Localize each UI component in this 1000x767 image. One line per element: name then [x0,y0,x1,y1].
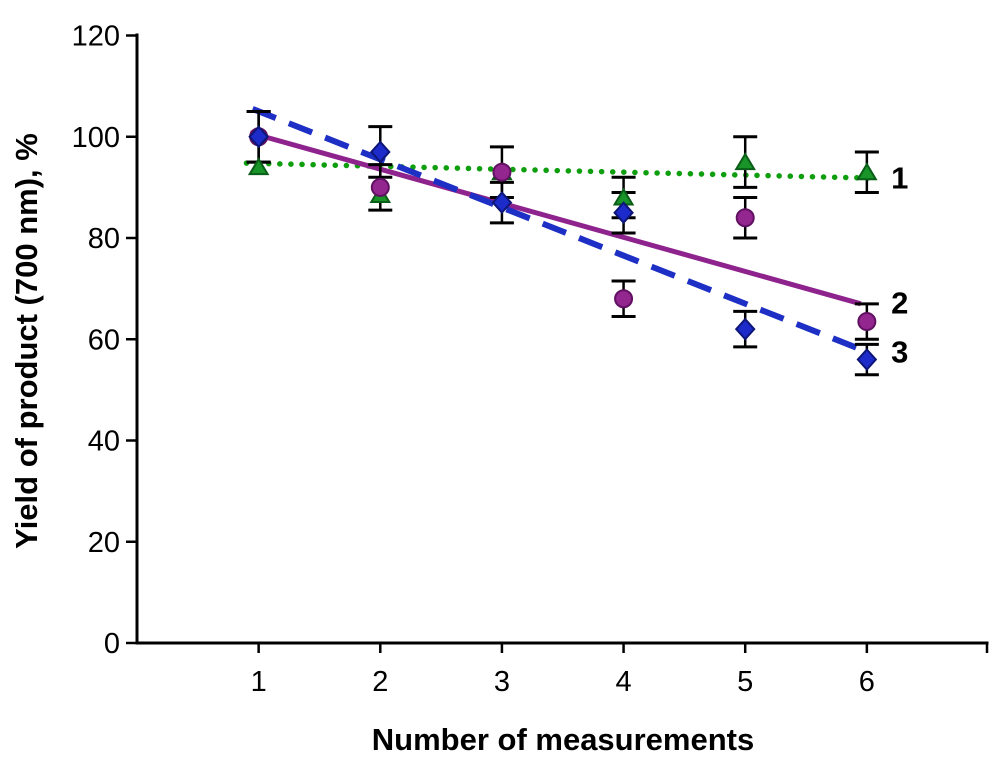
marker-circle-series-2 [857,312,877,332]
y-axis-tick-label: 80 [88,223,120,255]
series-label-3: 3 [891,334,908,369]
trend-line-series-2 [249,130,862,307]
y-axis-tick-label: 40 [88,426,120,458]
y-axis-tick-label: 20 [88,527,120,559]
x-axis-tick-label: 2 [372,666,388,698]
marker-diamond-series-3 [248,125,269,149]
marker-circle-series-2 [735,208,755,228]
marker-diamond-series-3 [613,201,634,225]
series-label-2: 2 [891,285,908,320]
x-axis-tick-label: 6 [859,666,875,698]
marker-circle-series-2 [370,177,390,197]
x-axis-tick-label: 5 [737,666,753,698]
marker-triangle-series-1 [734,152,756,171]
y-axis-tick-label: 60 [88,324,120,356]
marker-diamond-series-3 [734,317,756,341]
series-label-1: 1 [891,160,908,195]
trend-line-series-3 [251,106,862,353]
y-axis-tick-label: 120 [72,21,120,53]
trend-line-series-1 [243,160,880,182]
x-axis-tick-label: 3 [494,666,510,698]
marker-triangle-series-1 [856,162,878,181]
marker-diamond-series-3 [491,191,513,215]
x-axis-tick-label: 4 [616,666,632,698]
marker-triangle-series-1 [247,157,270,176]
marker-diamond-series-3 [856,348,878,371]
y-axis-tick-label: 0 [104,628,120,660]
marker-circle-series-2 [492,162,512,182]
marker-diamond-series-3 [369,140,391,164]
y-axis-tick-label: 100 [72,122,120,154]
x-axis-tick-label: 1 [251,666,267,698]
marker-circle-series-2 [614,289,634,309]
